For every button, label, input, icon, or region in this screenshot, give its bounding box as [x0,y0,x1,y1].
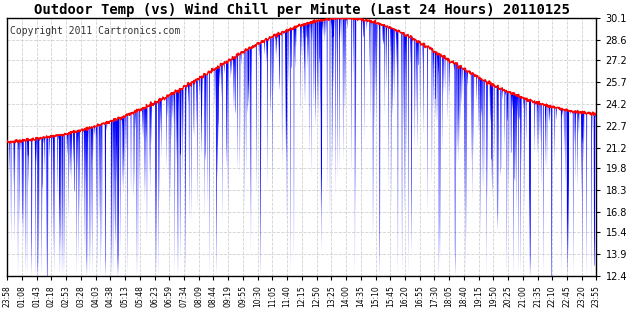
Title: Outdoor Temp (vs) Wind Chill per Minute (Last 24 Hours) 20110125: Outdoor Temp (vs) Wind Chill per Minute … [34,3,570,17]
Text: Copyright 2011 Cartronics.com: Copyright 2011 Cartronics.com [10,26,181,36]
